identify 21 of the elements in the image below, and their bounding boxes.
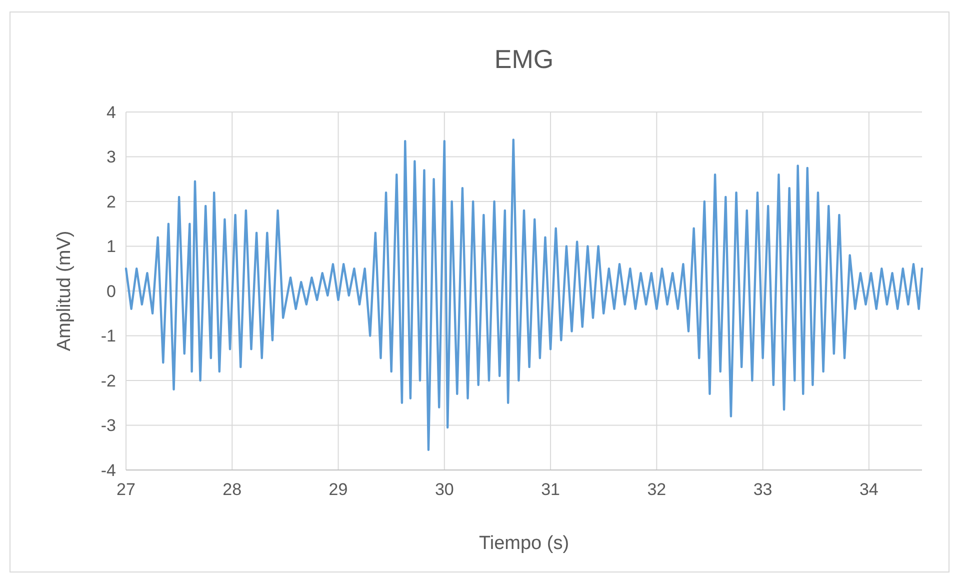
y-tick-label: -1 [100,326,116,346]
x-tick-label: 32 [647,480,666,499]
y-tick-label: -3 [100,416,116,436]
y-tick-label: -4 [100,460,116,480]
y-tick-label: 1 [106,237,116,256]
x-tick-label: 30 [434,480,454,499]
x-tick-label: 29 [328,480,348,499]
x-tick-label: 27 [116,480,136,499]
y-tick-label: 3 [106,148,116,167]
line-series [124,138,924,451]
x-tick-label: 28 [222,480,242,499]
y-tick-label: 0 [106,282,116,301]
y-tick-label: 4 [106,102,116,122]
y-tick-label: -2 [100,371,116,390]
y-tick-label: 2 [106,192,116,212]
x-tick-label: 31 [541,480,560,499]
chart-title: EMG [494,44,554,74]
x-axis-title: Tiempo (s) [478,533,570,554]
x-tick-label: 33 [753,480,772,499]
y-axis-title: Amplitud (mV) [54,230,75,352]
x-tick-label: 34 [859,480,878,499]
